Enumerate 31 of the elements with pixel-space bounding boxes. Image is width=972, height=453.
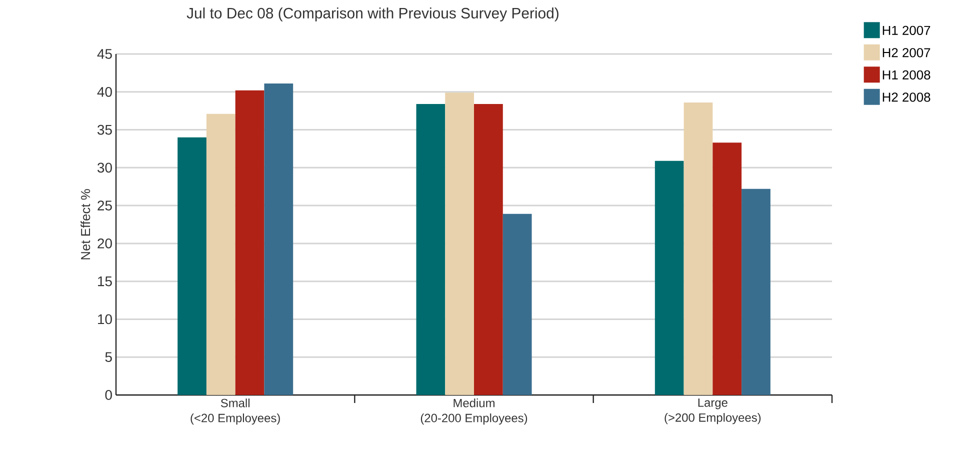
bar (474, 104, 503, 395)
legend-label: H2 2008 (882, 92, 930, 102)
y-tick-label: 30 (98, 162, 112, 173)
bar (178, 137, 206, 395)
y-tick-label: 40 (97, 86, 112, 97)
y-tick-label: 10 (98, 314, 112, 324)
bar (445, 92, 474, 395)
bar (502, 214, 532, 395)
bar (654, 160, 684, 395)
x-tick-label: Large (>200 Employees) (664, 398, 761, 424)
chart-title: Jul to Dec 08 (Comparison with Previous Survey Period) (186, 8, 558, 22)
legend-label: H1 2008 (882, 70, 930, 80)
y-tick-label: 20 (98, 238, 112, 248)
legend-label: H1 2007 (882, 26, 930, 35)
y-tick-label: 0 (105, 390, 112, 400)
y-axis-title: Net Effect % (80, 189, 90, 260)
legend-label: H2 2007 (882, 48, 930, 58)
y-tick-label: 45 (97, 49, 112, 59)
y-tick-label: 25 (98, 200, 112, 210)
x-tick-label: Small (<20 Employees) (190, 398, 280, 425)
bar (712, 142, 742, 395)
y-tick-label: 15 (98, 276, 112, 286)
bar (264, 84, 294, 395)
y-tick-label: 35 (98, 124, 112, 135)
bar (206, 114, 236, 395)
bar (684, 102, 713, 395)
bar (742, 188, 770, 395)
x-tick-label: Medium (20-200 Employees) (420, 398, 528, 425)
y-tick-label: 5 (105, 352, 112, 362)
bar (416, 104, 446, 395)
bar (235, 90, 264, 395)
